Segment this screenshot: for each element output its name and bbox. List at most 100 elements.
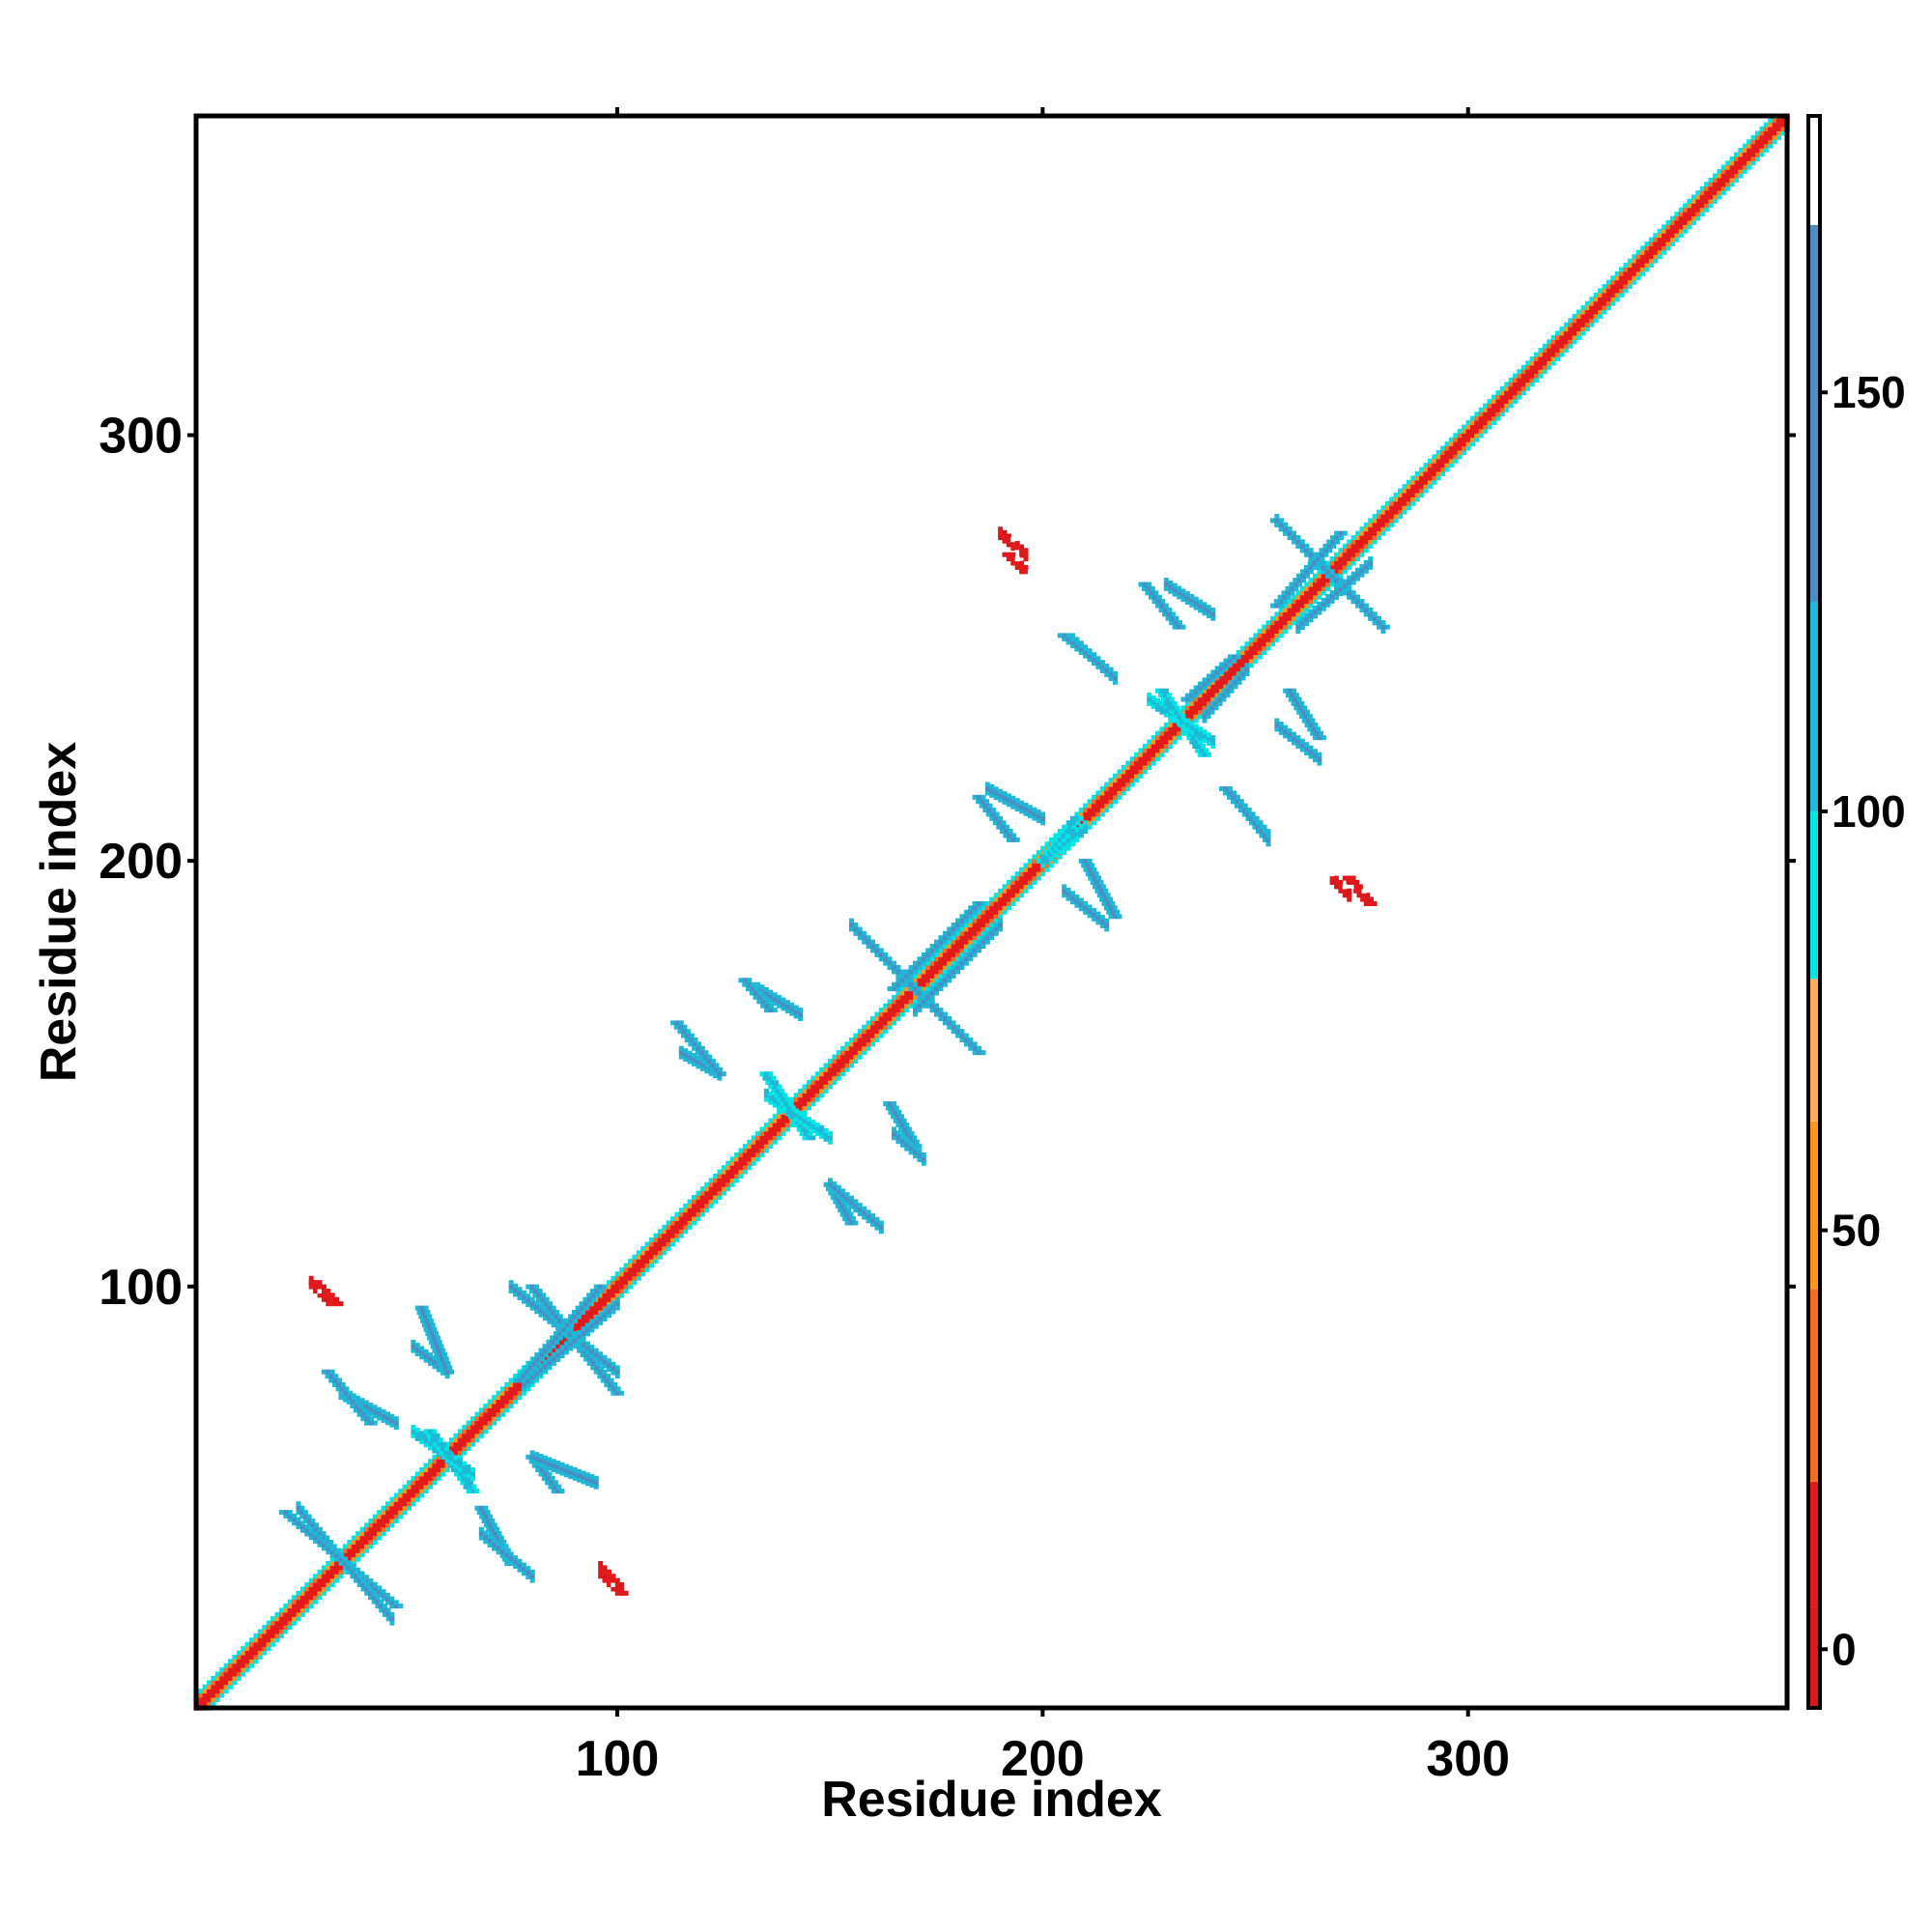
diagonal-cell: [214, 1696, 220, 1702]
contact-cell: [1380, 628, 1386, 634]
contact-cell: [1235, 803, 1240, 809]
contact-cell: [777, 999, 782, 1005]
diagonal-cell: [644, 1254, 650, 1260]
contact-cell: [313, 1280, 319, 1286]
diagonal-cell: [1780, 118, 1786, 124]
diagonal-cell: [862, 1029, 867, 1035]
contact-cell: [1206, 609, 1211, 614]
diagonal-cell: [1329, 582, 1335, 587]
diagonal-cell: [648, 1245, 655, 1251]
contact-cell: [917, 1149, 923, 1154]
contact-cell: [550, 1475, 555, 1481]
diagonal-cell: [274, 1620, 280, 1626]
contact-cell: [611, 1586, 616, 1592]
contact-cell: [471, 1484, 477, 1490]
contact-cell: [356, 1574, 362, 1579]
diagonal-cell: [1227, 667, 1233, 672]
contact-cell: [1206, 732, 1211, 738]
diagonal-cell: [1393, 497, 1399, 502]
diagonal-cell: [1159, 748, 1165, 753]
diagonal-cell: [1589, 309, 1595, 315]
contact-cell: [993, 815, 999, 821]
contact-cell: [614, 1305, 620, 1311]
contact-cell: [536, 1360, 542, 1366]
contact-cell: [1094, 879, 1100, 885]
diagonal-cell: [708, 1195, 714, 1201]
contact-cell: [763, 1093, 769, 1098]
diagonal-cell: [462, 1437, 468, 1443]
diagonal-cell: [499, 1386, 505, 1392]
contact-cell: [419, 1435, 425, 1440]
diagonal-cell: [1108, 803, 1114, 809]
diagonal-cell: [989, 923, 995, 928]
diagonal-cell: [1262, 624, 1267, 630]
contact-cell: [840, 1188, 846, 1194]
contact-cell: [848, 923, 854, 928]
diagonal-cell: [329, 1569, 335, 1575]
diagonal-cell: [1704, 194, 1710, 200]
diagonal-cell: [1113, 794, 1119, 800]
diagonal-cell: [1014, 879, 1020, 885]
contact-cell: [686, 1029, 692, 1035]
diagonal-cell: [1198, 700, 1204, 706]
diagonal-cell: [662, 1250, 668, 1256]
diagonal-cell: [1083, 815, 1089, 821]
diagonal-cell: [241, 1659, 246, 1664]
diagonal-cell: [1517, 385, 1522, 391]
contact-cell: [551, 1489, 556, 1494]
diagonal-cell: [1525, 369, 1531, 375]
diagonal-cell: [1440, 463, 1446, 469]
contact-cell: [689, 1037, 695, 1042]
contact-cell: [959, 960, 965, 966]
diagonal-cell: [313, 1590, 319, 1596]
contact-cell: [1044, 859, 1050, 865]
contact-cell: [674, 1020, 680, 1026]
contact-cell: [738, 978, 744, 983]
diagonal-cell: [1427, 479, 1433, 485]
contact-cell: [490, 1518, 496, 1523]
diagonal-cell: [1244, 645, 1250, 651]
diagonal-cell: [721, 1178, 726, 1183]
diagonal-cell: [1462, 424, 1467, 430]
contact-cell: [1380, 624, 1386, 630]
contact-cell: [360, 1586, 366, 1592]
diagonal-cell: [1151, 748, 1156, 753]
diagonal-cell: [368, 1539, 374, 1545]
contact-cell: [1278, 526, 1284, 532]
diagonal-cell: [934, 973, 940, 979]
contact-cell: [1312, 757, 1318, 763]
contact-cell: [414, 1435, 420, 1441]
diagonal-cell: [1253, 641, 1259, 647]
diagonal-cell: [1380, 514, 1386, 520]
diagonal-cell: [1427, 467, 1433, 472]
contact-cell: [1213, 705, 1219, 711]
contact-cell: [1110, 900, 1116, 906]
contact-cell: [1227, 794, 1233, 800]
diagonal-cell: [1457, 433, 1463, 439]
diagonal-cell: [836, 1075, 841, 1081]
diagonal-cell: [428, 1480, 434, 1486]
contact-cell: [542, 1368, 548, 1374]
diagonal-cell: [1087, 811, 1093, 817]
contact-cell: [550, 1335, 555, 1341]
contact-cell: [1078, 823, 1084, 829]
contact-cell: [485, 1510, 491, 1516]
contact-cell: [296, 1524, 301, 1530]
contact-cell: [853, 1220, 859, 1226]
diagonal-cell: [848, 1059, 854, 1065]
diagonal-cell: [1491, 394, 1496, 400]
diagonal-cell: [1091, 815, 1096, 821]
diagonal-cell: [1474, 415, 1480, 421]
contact-cell: [1193, 727, 1199, 733]
contact-cell: [317, 1542, 323, 1548]
contact-cell: [1172, 624, 1178, 630]
contact-cell: [938, 944, 944, 950]
diagonal-cell: [478, 1424, 484, 1430]
contact-cell: [572, 1342, 578, 1348]
diagonal-cell: [1198, 693, 1204, 698]
diagonal-cell: [423, 1475, 429, 1481]
contact-cell: [1265, 837, 1271, 842]
contact-cell: [1074, 831, 1080, 837]
diagonal-cell: [708, 1203, 714, 1208]
diagonal-cell: [1125, 760, 1131, 766]
